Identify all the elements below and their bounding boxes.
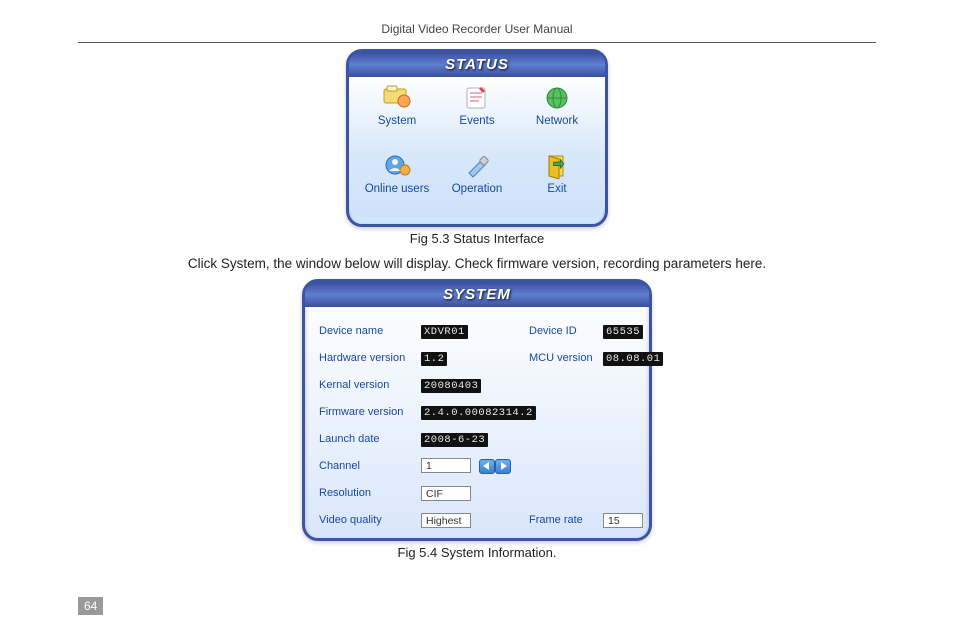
row-video-quality: Video quality Highest Frame rate 15 xyxy=(319,506,637,533)
row-device-name: Device name XDVR01 Device ID 65535 xyxy=(319,317,637,344)
row-channel: Channel 1 xyxy=(319,452,637,479)
mcu-version-value: 08.08.01 xyxy=(603,352,663,366)
figure-caption-2: Fig 5.4 System Information. xyxy=(78,545,876,560)
status-item-online-users[interactable]: Online users xyxy=(357,151,437,217)
row-kernal-version: Kernal version 20080403 xyxy=(319,371,637,398)
channel-prev-button[interactable] xyxy=(479,459,495,474)
status-item-events[interactable]: Events xyxy=(437,83,517,149)
exit-icon xyxy=(540,151,574,181)
hardware-version-value: 1.2 xyxy=(421,352,447,366)
page-number: 64 xyxy=(78,597,103,615)
status-item-network[interactable]: Network xyxy=(517,83,597,149)
system-icon xyxy=(380,83,414,113)
status-item-operation[interactable]: Operation xyxy=(437,151,517,217)
launch-date-label: Launch date xyxy=(319,433,421,445)
status-item-label: Network xyxy=(536,115,578,127)
body-text-1: Click System, the window below will disp… xyxy=(78,256,876,271)
mcu-version-label: MCU version xyxy=(529,352,603,364)
page-header: Digital Video Recorder User Manual xyxy=(0,0,954,42)
page-content: STATUS System Events xyxy=(0,49,954,560)
resolution-label: Resolution xyxy=(319,487,421,499)
device-name-value: XDVR01 xyxy=(421,325,468,339)
channel-label: Channel xyxy=(319,460,421,472)
status-item-exit[interactable]: Exit xyxy=(517,151,597,217)
operation-icon xyxy=(460,151,494,181)
channel-value[interactable]: 1 xyxy=(421,458,471,473)
status-item-system[interactable]: System xyxy=(357,83,437,149)
row-resolution: Resolution CIF xyxy=(319,479,637,506)
video-quality-value[interactable]: Highest xyxy=(421,513,471,528)
system-panel-title: SYSTEM xyxy=(305,282,649,307)
frame-rate-value[interactable]: 15 xyxy=(603,513,643,528)
launch-date-value: 2008-6-23 xyxy=(421,433,488,447)
kernal-version-value: 20080403 xyxy=(421,379,481,393)
hardware-version-label: Hardware version xyxy=(319,352,421,364)
header-rule xyxy=(78,42,876,43)
status-item-label: Events xyxy=(459,115,494,127)
video-quality-label: Video quality xyxy=(319,514,421,526)
system-panel-body: Device name XDVR01 Device ID 65535 Hardw… xyxy=(305,307,649,539)
status-panel: STATUS System Events xyxy=(346,49,608,227)
resolution-value[interactable]: CIF xyxy=(421,486,471,501)
device-name-label: Device name xyxy=(319,325,421,337)
status-item-label: System xyxy=(378,115,416,127)
firmware-version-label: Firmware version xyxy=(319,406,421,418)
frame-rate-label: Frame rate xyxy=(529,514,603,526)
figure-system: SYSTEM Device name XDVR01 Device ID 6553… xyxy=(78,279,876,541)
status-item-label: Exit xyxy=(547,183,566,195)
status-panel-title: STATUS xyxy=(349,52,605,77)
network-icon xyxy=(540,83,574,113)
status-item-label: Online users xyxy=(365,183,430,195)
row-firmware-version: Firmware version 2.4.0.00082314.2 xyxy=(319,398,637,425)
status-icon-grid: System Events Network xyxy=(349,77,605,217)
events-icon xyxy=(460,83,494,113)
online-users-icon xyxy=(380,151,414,181)
device-id-value: 65535 xyxy=(603,325,643,339)
figure-status: STATUS System Events xyxy=(78,49,876,227)
row-launch-date: Launch date 2008-6-23 xyxy=(319,425,637,452)
row-hardware-version: Hardware version 1.2 MCU version 08.08.0… xyxy=(319,344,637,371)
kernal-version-label: Kernal version xyxy=(319,379,421,391)
channel-next-button[interactable] xyxy=(495,459,511,474)
device-id-label: Device ID xyxy=(529,325,603,337)
status-item-label: Operation xyxy=(452,183,503,195)
figure-caption-1: Fig 5.3 Status Interface xyxy=(78,231,876,246)
firmware-version-value: 2.4.0.00082314.2 xyxy=(421,406,536,420)
system-panel: SYSTEM Device name XDVR01 Device ID 6553… xyxy=(302,279,652,541)
